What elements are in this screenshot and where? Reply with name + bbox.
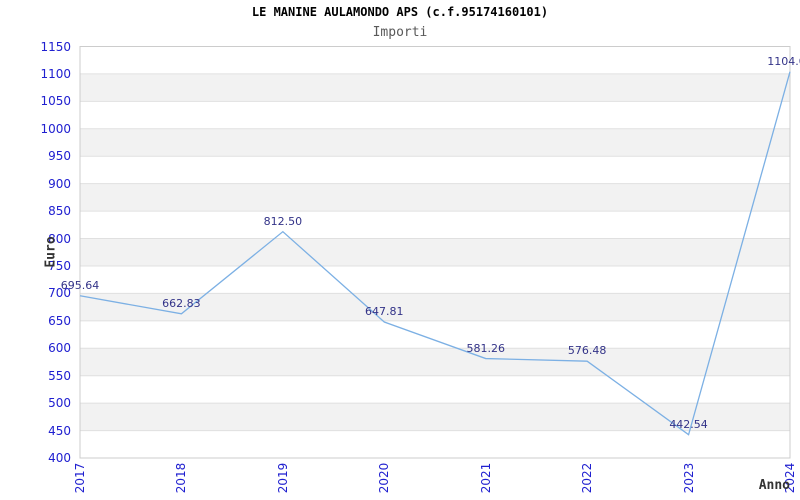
data-point-label: 581.26 <box>466 341 505 355</box>
band-row <box>80 348 790 376</box>
chart-subtitle: Importi <box>372 25 428 40</box>
data-point-label: 576.48 <box>567 344 607 358</box>
y-tick-label: 700 <box>48 286 71 301</box>
y-tick-label: 850 <box>48 204 71 219</box>
band-row <box>80 128 790 157</box>
data-point-label: 695.64 <box>60 278 100 292</box>
x-tick-label: 2020 <box>377 462 392 494</box>
data-point-label: 812.50 <box>263 214 303 228</box>
y-tick-label: 1100 <box>40 66 71 81</box>
x-tick-label: 2023 <box>681 462 696 494</box>
y-tick-label: 550 <box>48 368 71 383</box>
band-row <box>80 293 790 321</box>
data-point-label: 442.54 <box>669 417 708 431</box>
y-tick-label: 750 <box>48 258 71 273</box>
y-tick-label: 950 <box>48 149 71 164</box>
x-tick-label: 2018 <box>174 462 189 494</box>
y-axis-title: Euro <box>43 236 59 268</box>
x-tick-label: 2017 <box>73 462 87 494</box>
band-row <box>80 73 790 102</box>
data-line <box>79 71 791 436</box>
y-tick-label: 450 <box>48 423 71 438</box>
data-point-label: 647.81 <box>365 305 404 319</box>
chart-title: LE MANINE AULAMONDO APS (c.f.95174160101… <box>251 5 549 19</box>
data-point-label: 662.83 <box>162 296 201 310</box>
plot-border <box>79 46 791 459</box>
band-row <box>80 183 790 212</box>
y-tick-label: 800 <box>48 231 71 246</box>
y-tick-label: 650 <box>48 313 71 328</box>
band-row <box>80 403 790 431</box>
x-axis-title: Anno <box>758 478 790 493</box>
y-tick-label: 1000 <box>40 121 71 136</box>
x-tick-label: 2022 <box>580 462 595 494</box>
y-tick-label: 600 <box>48 341 71 356</box>
band-row <box>80 238 790 266</box>
y-tick-label: 1050 <box>40 94 71 109</box>
x-tick-label: 2021 <box>478 462 493 494</box>
y-tick-label: 500 <box>48 396 71 411</box>
data-point-label: 1104.04 <box>767 54 800 68</box>
y-tick-label: 400 <box>48 451 71 465</box>
y-tick-label: 900 <box>48 176 71 191</box>
y-tick-label: 1150 <box>40 39 71 54</box>
x-tick-label: 2019 <box>275 462 290 494</box>
